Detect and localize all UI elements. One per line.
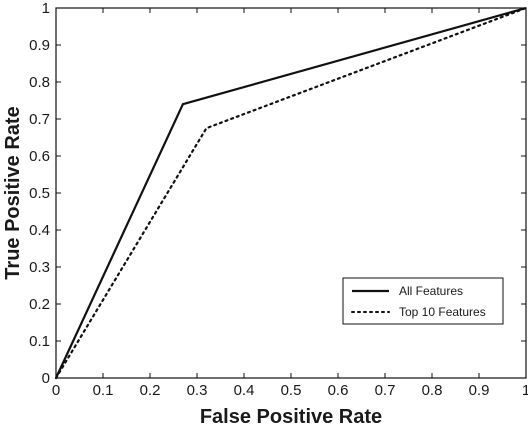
x-tick-label: 1 [522,382,528,399]
y-tick-label: 0.4 [29,222,50,239]
y-tick-label: 0.2 [29,296,50,313]
legend-label-1: All Features [399,284,463,298]
y-tick-label: 0.1 [29,333,50,350]
x-tick-label: 0.7 [375,382,396,399]
y-tick-label: 0 [42,370,50,387]
y-tick-label: 0.3 [29,259,50,276]
x-tick-label: 0.4 [234,382,255,399]
legend-label-2: Top 10 Features [399,305,486,319]
series-line-1 [55,6,527,379]
y-tick-label: 0.5 [29,185,50,202]
x-tick-label: 0.1 [93,382,114,399]
x-axis-title: False Positive Rate [200,406,382,428]
y-tick-label: 0.6 [29,148,50,165]
x-tick-label: 0.6 [328,382,349,399]
series-line-2 [54,6,528,380]
x-tick-label: 0 [52,382,60,399]
y-tick-label: 0.8 [29,74,50,91]
x-tick-label: 0.9 [469,382,490,399]
x-tick-label: 0.5 [281,382,302,399]
y-tick-label: 0.9 [29,37,50,54]
legend-box [342,277,504,325]
legend: All Features Top 10 Features [342,277,504,325]
x-tick-label: 0.8 [422,382,443,399]
y-axis-title: True Positive Rate [2,106,24,279]
series-layer [54,6,528,380]
axis-ticks: 0 0.1 0.2 0.3 0.4 0.5 0.6 0.7 0.8 0.9 1 0 0.1 0.2 0.3 0… [29,0,528,399]
x-tick-label: 0.2 [140,382,161,399]
y-tick-label: 1 [42,0,50,17]
y-tick-label: 0.7 [29,111,50,128]
x-tick-label: 0.3 [187,382,208,399]
